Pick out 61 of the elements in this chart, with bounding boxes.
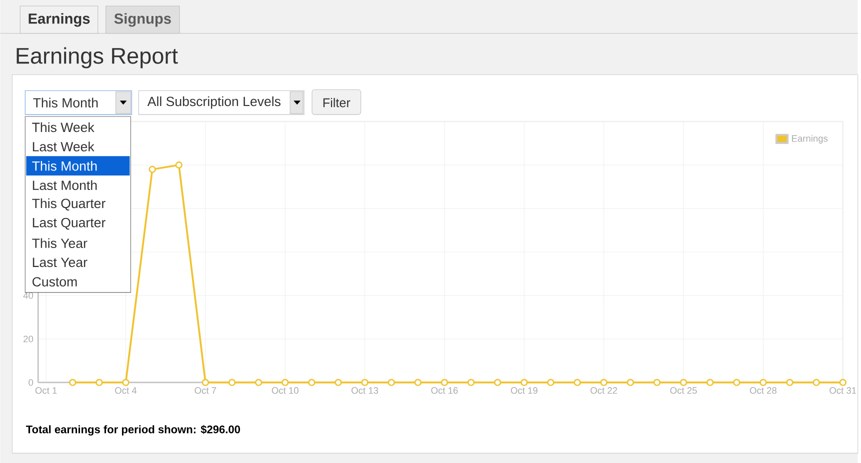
point <box>706 378 714 386</box>
point <box>96 378 103 386</box>
point <box>202 378 210 386</box>
point <box>520 378 528 386</box>
annotation: This Year <box>32 238 88 248</box>
point <box>254 378 262 386</box>
annotation: Last Week <box>32 142 94 152</box>
x-tick-label: Oct 4 <box>115 387 137 394</box>
chart-title: Earnings Report <box>16 47 178 68</box>
text: All Subscription Levels <box>147 96 280 109</box>
x-tick-label: Oct 31 <box>830 387 856 394</box>
point <box>440 378 448 386</box>
point <box>334 378 342 386</box>
x-tick-label: Oct 1 <box>35 387 57 394</box>
point <box>388 378 395 386</box>
text: Filter <box>323 98 350 108</box>
point <box>148 166 156 173</box>
y-tick-label: 0 <box>28 379 34 386</box>
annotation: Last Quarter <box>32 218 106 230</box>
text: Total earnings for period shown: $296.00 <box>26 424 240 436</box>
x-tick-label: Oct 28 <box>750 387 776 394</box>
point <box>812 378 820 386</box>
point <box>228 378 236 386</box>
legend-label: Earnings <box>792 134 828 144</box>
point <box>839 378 846 386</box>
annotation: Custom <box>32 277 77 286</box>
point <box>626 378 634 386</box>
x-tick-label: Oct 22 <box>590 387 618 394</box>
point <box>361 378 368 386</box>
point <box>467 378 475 386</box>
point <box>282 378 289 386</box>
point <box>175 161 182 169</box>
point <box>574 378 581 386</box>
point <box>786 378 794 386</box>
y-tick-label: 20 <box>24 336 34 342</box>
x-tick-label: Oct 25 <box>670 387 697 394</box>
point <box>547 378 554 386</box>
x-tick-label: Oct 19 <box>510 387 538 394</box>
x-tick-label: Oct 10 <box>272 387 298 394</box>
point <box>494 378 502 386</box>
annotation: This Month <box>32 160 97 171</box>
point <box>760 378 767 386</box>
text: This Month <box>33 98 98 108</box>
point <box>733 378 740 386</box>
point <box>308 378 316 386</box>
y-tick-label: 40 <box>23 292 34 299</box>
x-tick-label: Oct 16 <box>431 387 458 394</box>
annotation: This Week <box>32 122 94 132</box>
x-tick-label: Oct 7 <box>194 387 216 394</box>
annotation: Last Month <box>32 180 97 190</box>
text: Signups <box>114 13 171 27</box>
point <box>122 378 130 386</box>
x-tick-label: Oct 13 <box>352 387 378 394</box>
annotation: Last Year <box>32 258 88 268</box>
annotation: This Quarter <box>32 198 106 210</box>
point <box>653 378 661 386</box>
point <box>600 378 608 386</box>
point <box>69 378 76 386</box>
text: Earnings <box>28 13 90 27</box>
point <box>414 378 422 386</box>
point <box>680 378 688 386</box>
